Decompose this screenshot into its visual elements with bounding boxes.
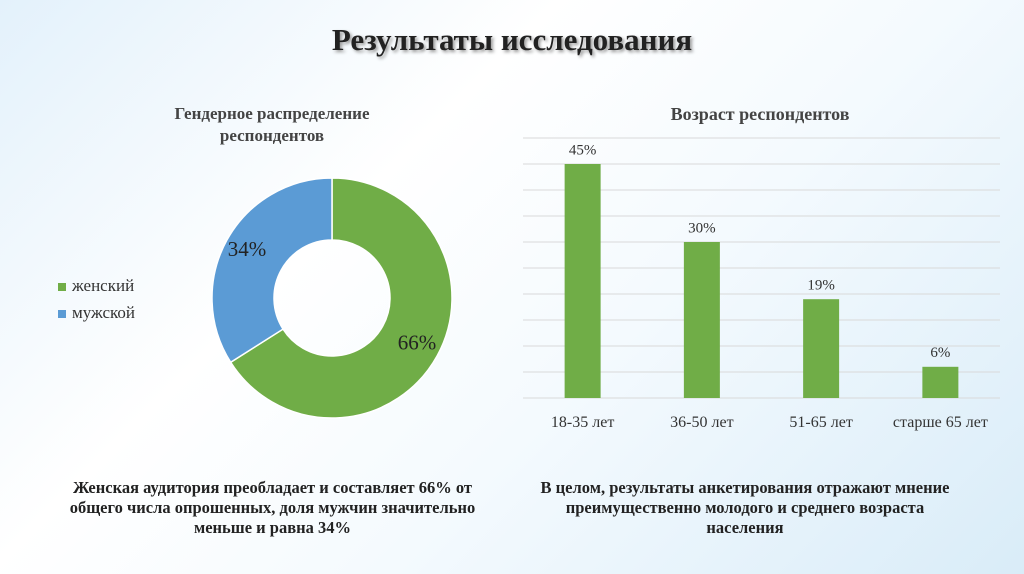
x-tick-label: 18-35 лет xyxy=(550,414,615,431)
data-label: 34% xyxy=(228,237,267,261)
legend-label: женский xyxy=(71,276,134,295)
x-tick-label: старше 65 лет xyxy=(892,414,988,431)
data-label: 66% xyxy=(398,331,437,355)
pie-slice xyxy=(211,177,333,364)
legend-swatch xyxy=(58,283,66,291)
chart-title: Гендерное распределение респондентов xyxy=(174,104,370,145)
chart-title: Возраст респондентов xyxy=(670,104,850,124)
data-label: 6% xyxy=(930,345,950,361)
caption: В целом, результаты анкетирования отража… xyxy=(540,478,950,537)
legend-label: мужской xyxy=(72,303,135,322)
x-tick-label: 36-50 лет xyxy=(670,414,734,431)
data-label: 19% xyxy=(807,278,835,294)
bar xyxy=(922,366,959,398)
legend-swatch xyxy=(58,310,66,318)
data-label: 30% xyxy=(688,220,716,236)
slide-title: Результаты исследования xyxy=(331,22,693,57)
caption: Женская аудитория преобладает и составля… xyxy=(69,478,476,537)
data-label: 45% xyxy=(569,142,597,158)
x-tick-label: 51-65 лет xyxy=(789,414,853,431)
pie-slice xyxy=(229,177,453,419)
bar xyxy=(683,242,720,398)
bar xyxy=(564,164,601,398)
bar xyxy=(803,299,840,398)
